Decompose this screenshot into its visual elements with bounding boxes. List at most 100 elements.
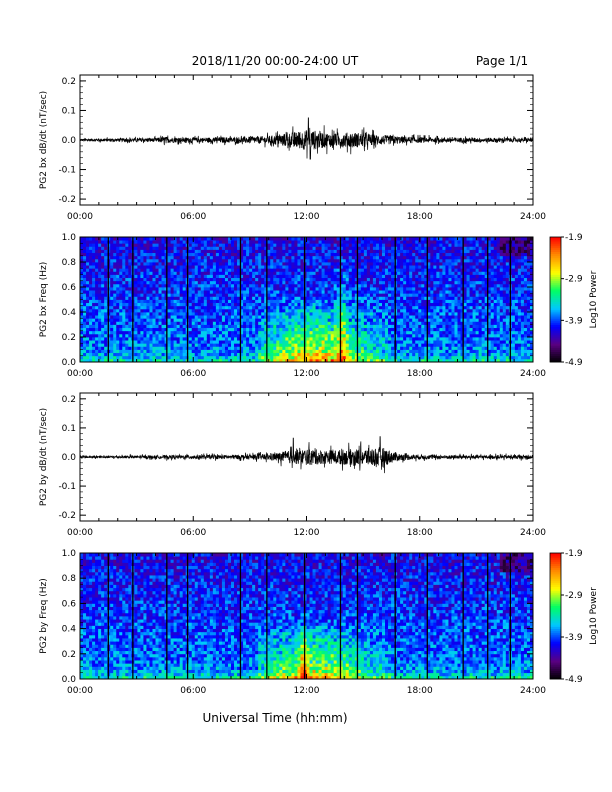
spectrogram-cell — [382, 271, 386, 275]
spectrogram-cell — [243, 333, 247, 338]
spectrogram-cell — [182, 237, 187, 241]
spectrogram-cell — [197, 337, 202, 341]
spectrogram-cell — [89, 255, 93, 260]
spectrogram-cell — [442, 296, 446, 300]
spectrogram-cell — [98, 277, 102, 282]
spectrogram-cell — [321, 287, 326, 291]
spectrogram-cell — [146, 283, 150, 288]
spectrogram-cell — [363, 318, 368, 322]
spectrogram-cell — [101, 308, 105, 313]
spectrogram-cell — [270, 265, 274, 269]
spectrogram-cell — [95, 252, 99, 257]
spectrogram-cell — [309, 308, 313, 313]
spectrogram-cell — [421, 355, 425, 360]
spectrogram-cell — [128, 240, 132, 244]
spectrogram-cell — [155, 302, 159, 307]
spectrogram-cell — [101, 262, 105, 266]
spectrogram-cell — [427, 255, 431, 260]
spectrogram-cell — [288, 274, 292, 279]
spectrogram-cell — [80, 327, 84, 332]
spectrogram-cell — [279, 346, 283, 350]
spectrogram-cell — [342, 305, 347, 310]
spectrogram-cell — [255, 274, 259, 279]
spectrogram-cell — [430, 268, 434, 272]
spectrogram-cell — [406, 237, 410, 241]
spectrogram-cell — [143, 277, 147, 282]
spectrogram-cell — [433, 305, 437, 310]
spectrogram-cell — [330, 249, 335, 254]
spectrogram-cell — [122, 352, 126, 357]
spectrogram-cell — [203, 280, 208, 285]
spectrogram-cell — [345, 265, 350, 269]
spectrogram-cell — [261, 346, 265, 350]
spectrogram-cell — [212, 287, 217, 291]
spectrogram-cell — [366, 274, 371, 279]
spectrogram-cell — [80, 330, 84, 335]
spectrogram-cell — [442, 277, 446, 282]
spectrogram-cell — [342, 337, 347, 341]
spectrogram-cell — [372, 318, 377, 322]
spectrogram-cell — [237, 343, 241, 347]
spectrogram-cell — [110, 258, 114, 263]
spectrogram-cell — [306, 315, 310, 319]
spectrogram-cell — [240, 352, 244, 357]
spectrogram-cell — [333, 280, 338, 285]
spectrogram-cell — [345, 249, 350, 254]
spectrogram-cell — [424, 340, 428, 344]
spectrogram-cell — [318, 258, 322, 263]
spectrogram-cell — [101, 355, 105, 360]
spectrogram-cell — [321, 246, 326, 250]
spectrogram-cell — [200, 321, 205, 325]
spectrogram-cell — [285, 349, 289, 354]
spectrogram-cell — [360, 277, 365, 282]
spectrogram-cell — [279, 352, 283, 357]
spectrogram-cell — [267, 299, 271, 304]
spectrogram-cell — [318, 265, 322, 269]
spectrogram-cell — [188, 243, 193, 247]
spectrogram-cell — [101, 271, 105, 275]
spectrogram-cell — [333, 262, 338, 266]
spectrogram-cell — [270, 293, 274, 297]
spectrogram-cell — [267, 240, 271, 244]
spectrogram-cell — [391, 340, 395, 344]
spectrogram-cell — [152, 308, 156, 313]
spectrogram-cell — [227, 352, 232, 357]
spectrogram-cell — [270, 321, 274, 325]
spectrogram-cell — [445, 308, 449, 313]
spectrogram-cell — [143, 240, 147, 244]
spectrogram-cell — [309, 274, 313, 279]
spectrogram-cell — [176, 343, 181, 347]
spectrogram-cell — [342, 258, 347, 263]
spectrogram-cell — [170, 255, 175, 260]
spectrogram-cell — [264, 237, 268, 241]
spectrogram-cell — [182, 318, 187, 322]
spectrogram-cell — [348, 293, 353, 297]
spectrogram-cell — [264, 283, 268, 288]
spectrogram-cell — [170, 268, 175, 272]
spectrogram-cell — [433, 308, 437, 313]
spectrogram-cell — [95, 308, 99, 313]
spectrogram-cell — [179, 315, 184, 319]
spectrogram-cell — [252, 252, 256, 257]
spectrogram-cell — [378, 327, 383, 332]
spectrogram-cell — [158, 246, 162, 250]
spectrogram-cell — [330, 358, 335, 363]
spectrogram-cell — [101, 252, 105, 257]
spectrogram-cell — [221, 265, 226, 269]
spectrogram-cell — [125, 243, 129, 247]
spectrogram-cell — [391, 287, 395, 291]
spectrogram-cell — [276, 283, 280, 288]
spectrogram-cell — [348, 305, 353, 310]
spectrogram-cell — [369, 271, 374, 275]
spectrogram-cell — [421, 268, 425, 272]
spectrogram-cell — [246, 358, 250, 363]
spectrogram-cell — [406, 349, 410, 354]
spectrogram-cell — [351, 252, 356, 257]
spectrogram-cell — [110, 333, 114, 338]
spectrogram-cell — [215, 255, 220, 260]
spectrogram-cell — [191, 315, 196, 319]
spectrogram-cell — [188, 296, 193, 300]
spectrogram-cell — [152, 293, 156, 297]
spectrogram-cell — [360, 330, 365, 335]
spectrogram-cell — [218, 330, 223, 335]
